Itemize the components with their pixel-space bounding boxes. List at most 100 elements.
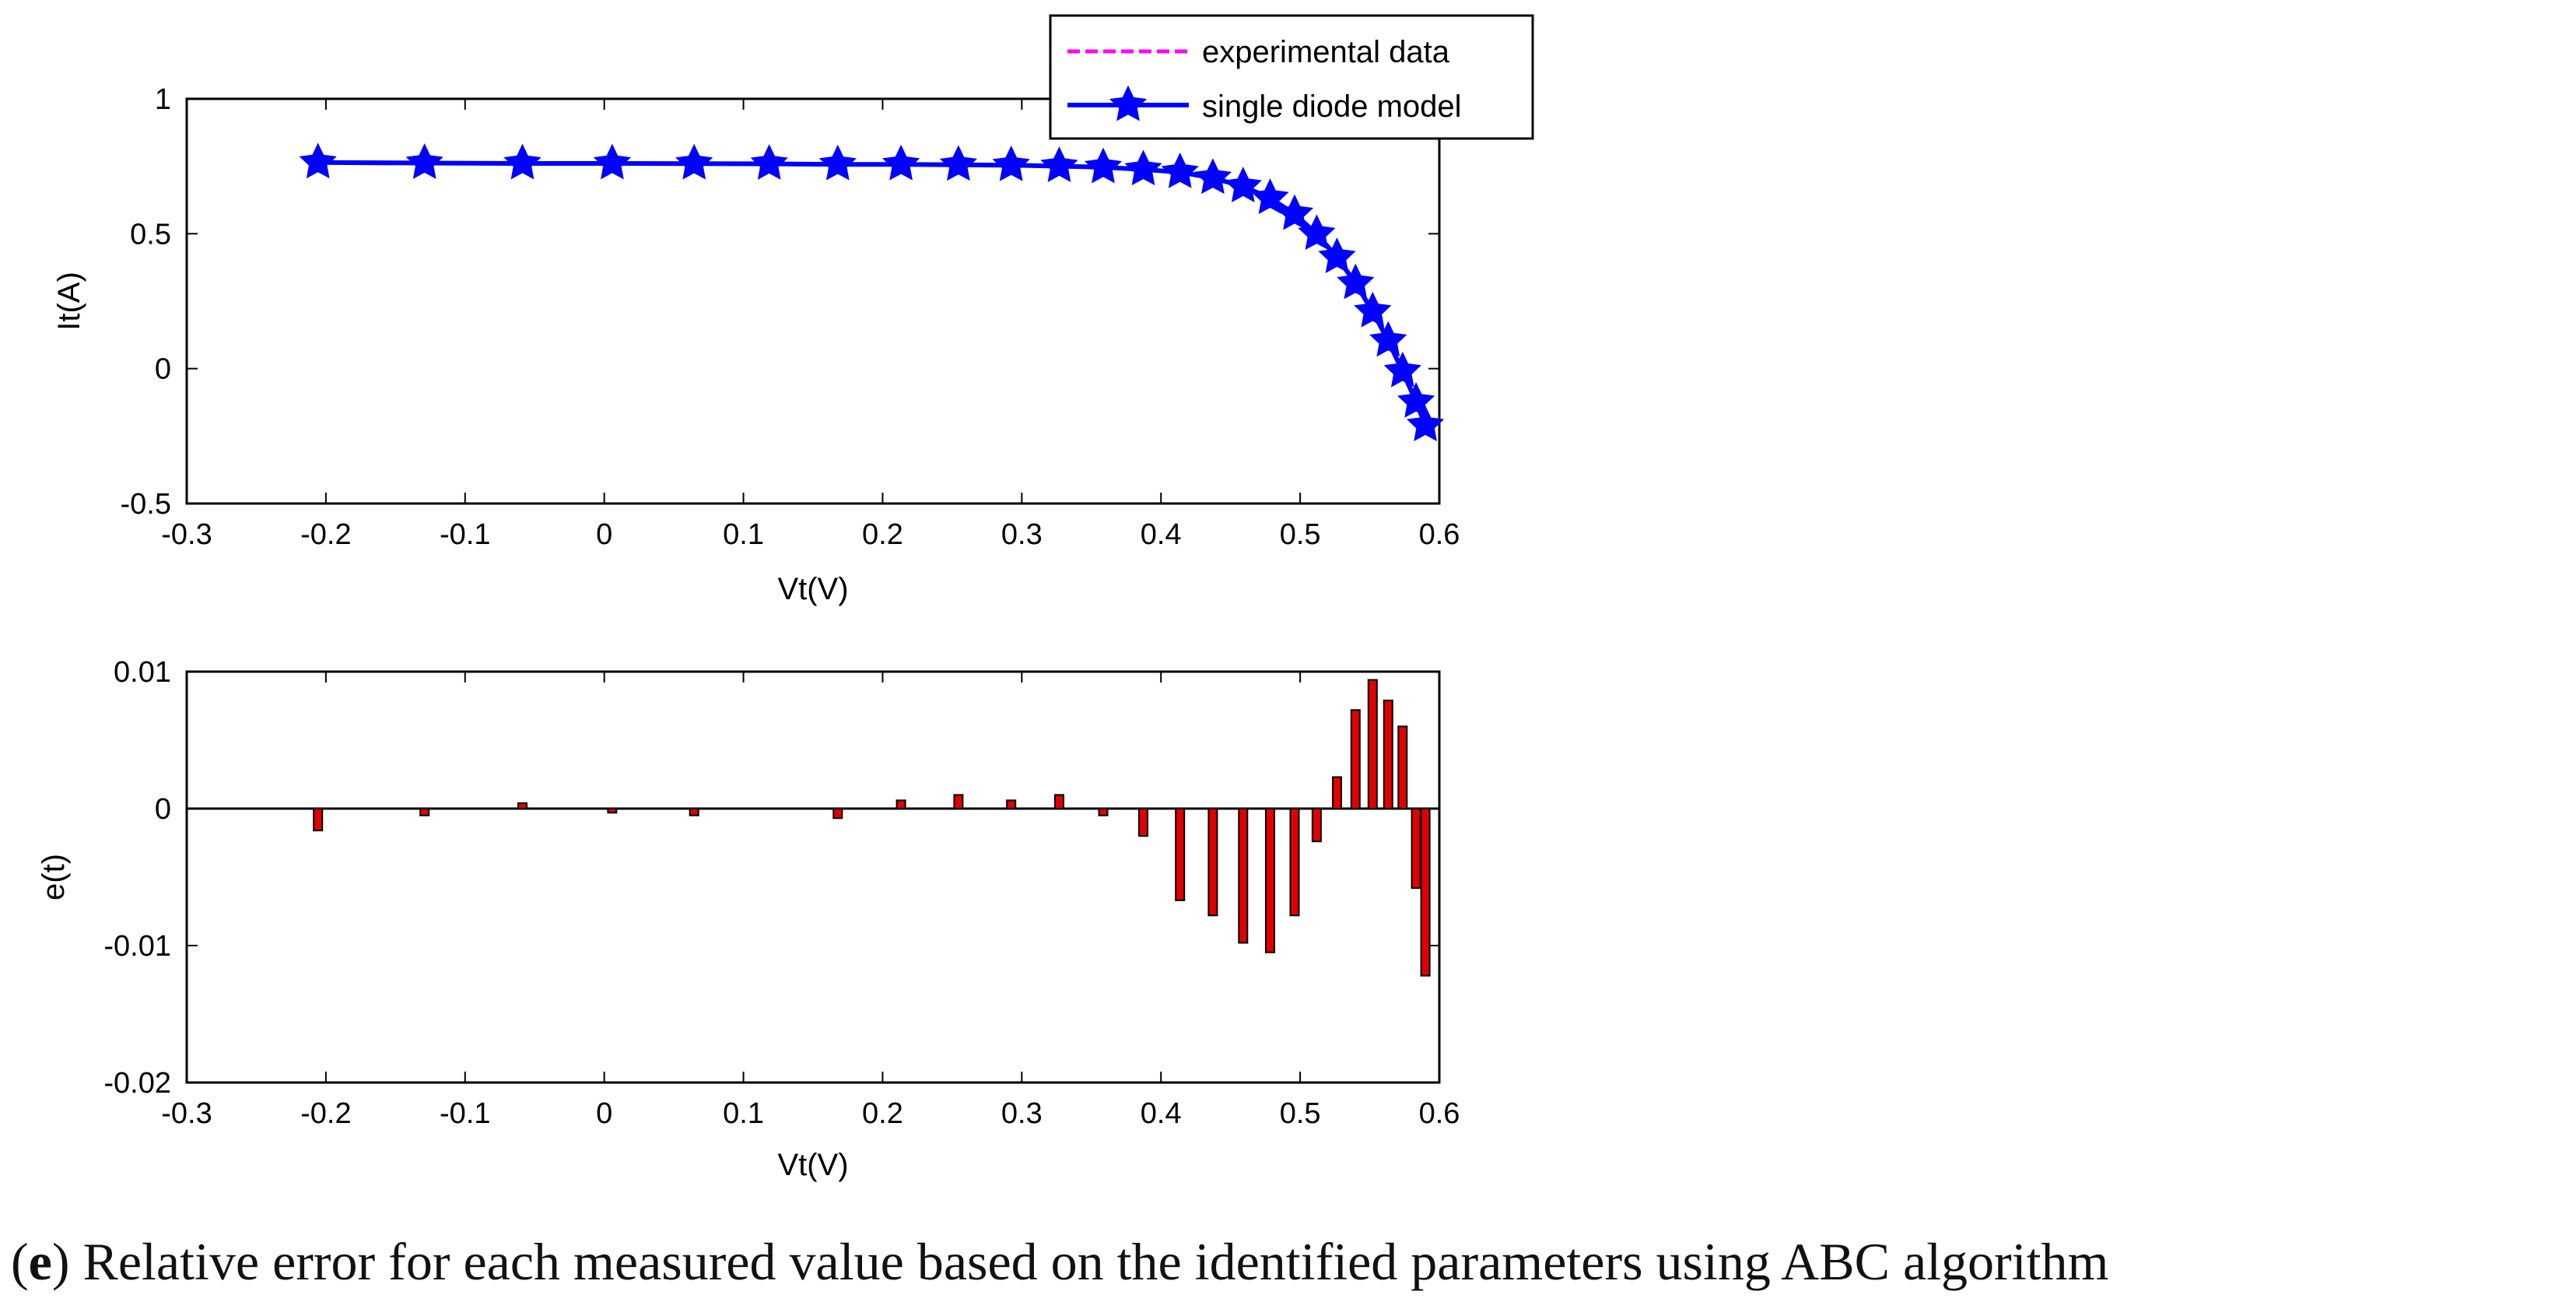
error-x-tick-label: 0.1 bbox=[723, 1097, 764, 1130]
iv-x-tick-label: 0.5 bbox=[1280, 518, 1321, 551]
error-x-tick-label: 0 bbox=[596, 1097, 612, 1130]
error-bar bbox=[1420, 808, 1431, 977]
error-x-tick-labels: -0.3 -0.2 -0.1 0 0.1 0.2 0.3 0.4 0.5 0.6 bbox=[161, 1097, 1460, 1130]
iv-y-tick-label: -0.5 bbox=[121, 488, 171, 521]
iv-x-tick-label: 0.1 bbox=[723, 518, 764, 551]
model-star-marker bbox=[503, 143, 541, 180]
iv-x-tick-label: -0.3 bbox=[161, 518, 212, 551]
error-bar bbox=[1332, 776, 1342, 809]
model-star-marker bbox=[1275, 194, 1314, 230]
error-x-tick-label: 0.2 bbox=[862, 1097, 903, 1130]
error-bar bbox=[1397, 725, 1408, 810]
error-bar bbox=[1175, 808, 1186, 901]
error-x-tick-label: 0.5 bbox=[1280, 1097, 1321, 1130]
iv-x-tick-label: -0.1 bbox=[440, 518, 490, 551]
error-bar bbox=[419, 808, 430, 816]
model-star-marker bbox=[1337, 263, 1375, 300]
caption-text: ) Relative error for each measured value… bbox=[51, 1232, 2109, 1291]
legend-label-model: single diode model bbox=[1202, 89, 1462, 124]
error-bar bbox=[607, 808, 618, 814]
model-star-marker bbox=[1084, 147, 1123, 184]
model-star-marker bbox=[405, 143, 443, 179]
caption-letter: e bbox=[28, 1232, 52, 1291]
error-x-tick-label: 0.3 bbox=[1001, 1097, 1043, 1130]
iv-x-tick-label: 0.6 bbox=[1419, 518, 1460, 551]
error-y-tick-label: 0 bbox=[155, 793, 171, 826]
error-y-tick-label: 0.01 bbox=[114, 656, 171, 689]
model-star-marker bbox=[1298, 214, 1336, 251]
model-star-marker bbox=[1193, 158, 1232, 195]
model-star-marker bbox=[881, 144, 920, 181]
model-star-marker bbox=[992, 145, 1030, 181]
model-star-marker bbox=[1251, 178, 1289, 215]
model-star-marker bbox=[1124, 149, 1162, 186]
model-star-marker bbox=[1224, 167, 1262, 202]
error-bar bbox=[895, 799, 906, 810]
error-bar bbox=[1311, 808, 1322, 843]
error-y-tick-label: -0.01 bbox=[103, 930, 171, 963]
error-y-tick-labels: -0.02 -0.01 0 0.01 bbox=[103, 656, 171, 1100]
model-star-marker bbox=[1161, 152, 1199, 188]
error-bar bbox=[517, 802, 527, 809]
iv-plot-frame bbox=[185, 97, 1441, 505]
error-bar bbox=[1207, 808, 1218, 917]
error-bar bbox=[313, 808, 324, 832]
iv-x-tick-label: 0.3 bbox=[1001, 518, 1043, 551]
error-x-tick-label: -0.2 bbox=[300, 1097, 351, 1130]
figure: -0.5 0 0.5 1 -0.3 -0.2 -0.1 0 0.1 0.2 0.3 0.4 0.5 0.… bbox=[37, 14, 1534, 1182]
model-star-marker bbox=[1040, 146, 1078, 182]
error-bar bbox=[1265, 808, 1275, 953]
error-bar bbox=[689, 808, 699, 816]
error-bar bbox=[1289, 808, 1300, 917]
iv-y-tick-labels: -0.5 0 0.5 1 bbox=[121, 83, 171, 521]
legend-label-experimental: experimental data bbox=[1202, 35, 1450, 69]
iv-x-axis-label: Vt(V) bbox=[777, 572, 848, 606]
iv-x-tick-labels: -0.3 -0.2 -0.1 0 0.1 0.2 0.3 0.4 0.5 0.6 bbox=[161, 518, 1460, 551]
error-y-axis-label: e(t) bbox=[37, 854, 71, 900]
error-bar bbox=[1350, 709, 1361, 809]
error-bar bbox=[1238, 808, 1249, 944]
model-star-marker bbox=[675, 143, 713, 180]
model-star-marker bbox=[1369, 321, 1407, 357]
iv-x-tick-label: 0.4 bbox=[1141, 518, 1182, 551]
iv-x-tick-label: -0.2 bbox=[300, 518, 351, 551]
model-star-marker bbox=[818, 144, 857, 181]
iv-series bbox=[299, 142, 1445, 441]
error-x-axis-label: Vt(V) bbox=[777, 1148, 848, 1182]
model-star-marker bbox=[1406, 405, 1445, 441]
iv-y-tick-label: 0.5 bbox=[130, 218, 171, 251]
error-y-tick-label: -0.02 bbox=[103, 1067, 171, 1100]
model-star-marker bbox=[1318, 237, 1356, 273]
legend: experimental data single diode model bbox=[1049, 14, 1534, 140]
error-x-tick-label: -0.3 bbox=[161, 1097, 212, 1130]
error-bars bbox=[313, 679, 1431, 977]
iv-x-tick-label: 0 bbox=[596, 518, 612, 551]
error-bar bbox=[1098, 808, 1109, 816]
iv-x-tick-label: 0.2 bbox=[862, 518, 903, 551]
figure-caption: (e) Relative error for each measured val… bbox=[11, 1231, 2571, 1293]
error-plot-ticks bbox=[186, 671, 1440, 1083]
model-star-marker bbox=[1383, 351, 1421, 388]
model-star-marker bbox=[750, 144, 788, 180]
error-bar bbox=[1054, 794, 1064, 810]
error-x-tick-label: 0.4 bbox=[1141, 1097, 1182, 1130]
error-plot: -0.02 -0.01 0 0.01 -0.3 -0.2 -0.1 0 0.1 0.2 0.3 0.… bbox=[37, 656, 1460, 1182]
error-x-tick-label: -0.1 bbox=[440, 1097, 490, 1130]
error-bar bbox=[953, 794, 964, 810]
error-x-tick-label: 0.6 bbox=[1419, 1097, 1460, 1130]
error-plot-frame bbox=[185, 670, 1441, 1084]
error-bar bbox=[1411, 808, 1421, 890]
error-bar bbox=[832, 808, 843, 819]
legend-box bbox=[1049, 14, 1534, 140]
model-star-marker bbox=[939, 145, 978, 181]
iv-y-tick-label: 1 bbox=[155, 83, 171, 116]
model-star-marker bbox=[593, 143, 632, 180]
error-bar bbox=[1367, 679, 1378, 809]
iv-y-tick-label: 0 bbox=[155, 353, 171, 386]
iv-y-axis-label: It(A) bbox=[52, 272, 86, 331]
legend-star-marker bbox=[1109, 85, 1148, 121]
error-bar bbox=[1383, 700, 1393, 809]
model-star-marker bbox=[1354, 291, 1392, 328]
model-star-marker bbox=[299, 142, 337, 179]
error-bar bbox=[1138, 808, 1148, 837]
